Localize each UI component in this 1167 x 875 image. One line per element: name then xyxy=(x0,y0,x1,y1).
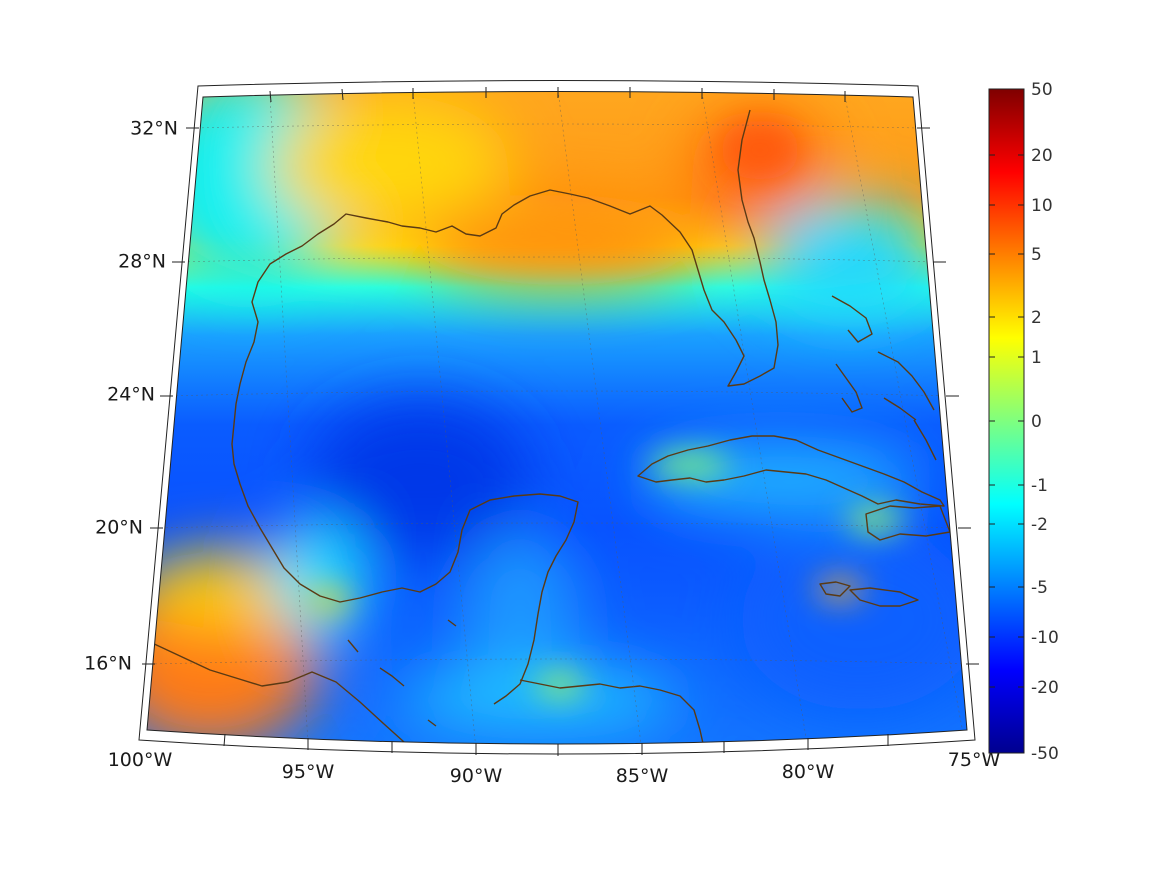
gridline-lon-95 xyxy=(269,95,309,744)
lon-label-90w: 90°W xyxy=(450,765,503,787)
colorbar-label: -5 xyxy=(1031,578,1048,598)
field-gulfcoast-orange xyxy=(420,195,700,285)
field-belize-green xyxy=(536,675,584,695)
latitude-labels: 32°N 28°N 24°N 20°N 16°N xyxy=(84,118,178,675)
frame-ticks xyxy=(142,87,979,756)
field-veracruz-cyan xyxy=(275,520,365,640)
colorbar-label: -2 xyxy=(1031,515,1048,535)
map-frame xyxy=(138,80,979,756)
field-yucatan-blue xyxy=(460,530,580,710)
colorbar-label: 2 xyxy=(1031,308,1042,328)
data-field xyxy=(147,91,967,744)
colorbar: 50 20 10 5 2 1 0 -1 -2 -5 -10 -20 -50 xyxy=(988,80,1059,764)
gridline-lon-90 xyxy=(412,91,477,744)
field-cuba-green xyxy=(650,453,730,477)
lon-label-100w: 100°W xyxy=(108,749,173,771)
lat-label-32n: 32°N xyxy=(130,118,178,140)
frame-inner xyxy=(146,91,968,745)
coastline-central-america xyxy=(519,679,705,744)
colorbar-label: 0 xyxy=(1031,412,1042,432)
colorbar-label: 10 xyxy=(1031,196,1053,216)
field-deep-blue xyxy=(310,400,530,560)
colorbar-label: 50 xyxy=(1031,80,1053,100)
coastline-us-mexico-gulf xyxy=(231,109,779,705)
colorbar-label: -10 xyxy=(1031,628,1059,648)
coastline-cuba xyxy=(637,435,945,507)
coastline-bahamas xyxy=(831,295,937,461)
lat-label-16n: 16°N xyxy=(84,653,132,675)
lon-label-95w: 95°W xyxy=(282,761,335,783)
coastline-yucatan-islands xyxy=(347,619,457,727)
field-atlantic-cyan xyxy=(760,200,940,320)
lat-label-20n: 20°N xyxy=(95,517,143,539)
lon-label-85w: 85°W xyxy=(616,765,669,787)
gridline-lon-85 xyxy=(557,91,643,744)
lat-label-24n: 24°N xyxy=(107,384,155,406)
lat-label-28n: 28°N xyxy=(118,251,166,273)
longitude-labels: 100°W 95°W 90°W 85°W 80°W 75°W xyxy=(108,749,1001,787)
coastline-pacific-mexico xyxy=(149,641,405,743)
colorbar-label: 1 xyxy=(1031,348,1042,368)
field-caribbean-blue xyxy=(740,530,967,710)
colorbar-label: -1 xyxy=(1031,476,1048,496)
lon-label-75w: 75°W xyxy=(948,749,1001,771)
coastline-puerto-rico-hint xyxy=(849,587,919,607)
gridline-lat-24 xyxy=(165,390,951,397)
colorbar-label: 20 xyxy=(1031,146,1053,166)
coastline-jamaica xyxy=(819,581,851,597)
coastline-hispaniola xyxy=(865,505,951,541)
colorbar-label: -20 xyxy=(1031,678,1059,698)
colorbar-label: 5 xyxy=(1031,245,1042,265)
coastlines xyxy=(149,109,951,744)
gridline-lat-16 xyxy=(149,658,967,665)
field-georgia-red xyxy=(720,120,800,180)
graticule xyxy=(149,91,967,744)
lon-label-80w: 80°W xyxy=(782,761,835,783)
colorbar-ticks xyxy=(989,154,1024,688)
colorbar-label: -50 xyxy=(1031,744,1059,764)
field-north-yellow xyxy=(270,95,510,235)
colorbar-labels: 50 20 10 5 2 1 0 -1 -2 -5 -10 -20 -50 xyxy=(1031,80,1059,764)
frame-outer xyxy=(138,80,976,755)
gridline-lon-80 xyxy=(701,91,809,744)
gridline-lat-20 xyxy=(155,522,965,529)
